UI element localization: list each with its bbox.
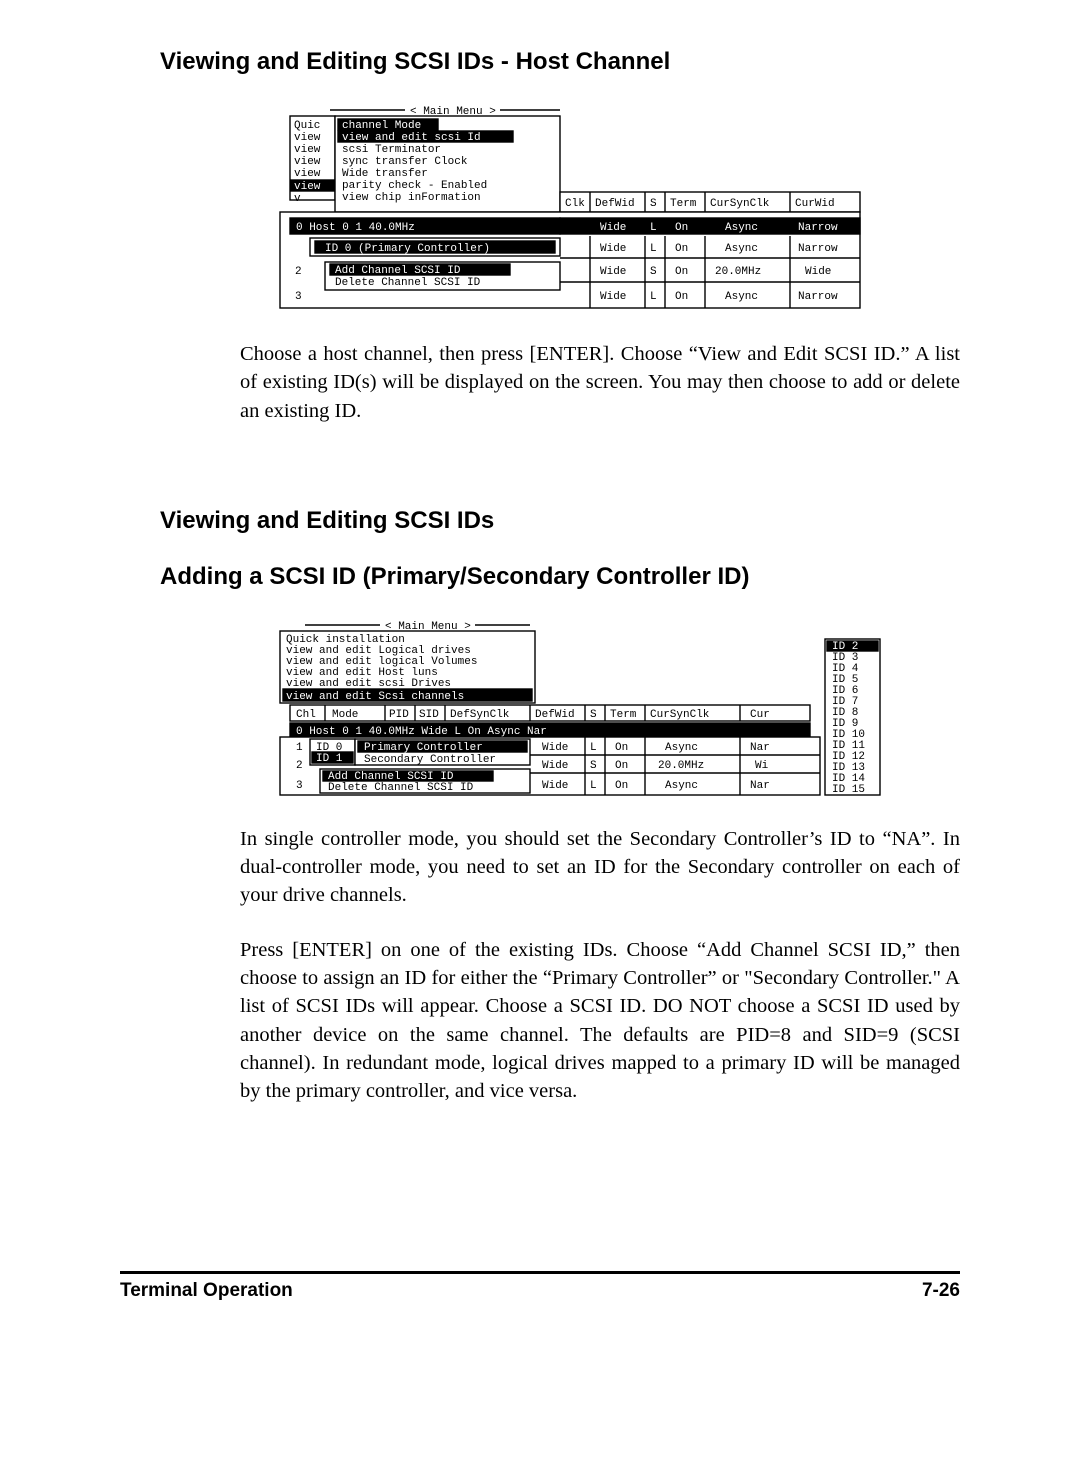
page-footer: Terminal Operation 7-26	[120, 1271, 960, 1302]
svg-text:On: On	[675, 222, 688, 234]
svg-text:On: On	[615, 780, 628, 792]
svg-text:CurWid: CurWid	[795, 198, 835, 210]
svg-text:Async: Async	[665, 742, 698, 754]
heading-add-scsi-id: Adding a SCSI ID (Primary/Secondary Cont…	[160, 563, 960, 591]
svg-text:On: On	[675, 291, 688, 303]
svg-text:Add Channel SCSI ID: Add Channel SCSI ID	[335, 265, 461, 277]
svg-text:L: L	[650, 222, 657, 234]
svg-text:L: L	[590, 742, 597, 754]
svg-text:S: S	[590, 709, 597, 721]
svg-text:view: view	[294, 132, 321, 144]
svg-text:Quic: Quic	[294, 120, 320, 132]
svg-text:view: view	[294, 181, 321, 193]
paragraph-2: In single controller mode, you should se…	[240, 825, 960, 910]
svg-text:On: On	[615, 742, 628, 754]
svg-text:view: view	[294, 144, 321, 156]
svg-text:Wide: Wide	[600, 266, 626, 278]
svg-text:Secondary Controller: Secondary Controller	[364, 754, 496, 766]
svg-text:Wide: Wide	[600, 243, 626, 255]
svg-text:CurSynClk: CurSynClk	[710, 198, 770, 210]
svg-text:Wi: Wi	[755, 760, 769, 772]
svg-text:Wide: Wide	[542, 760, 568, 772]
svg-text:Async: Async	[725, 291, 758, 303]
svg-text:parity check - Enabled: parity check - Enabled	[342, 180, 487, 192]
svg-text:Chl: Chl	[296, 709, 316, 721]
heading-view-edit: Viewing and Editing SCSI IDs	[160, 507, 960, 535]
svg-text:v: v	[294, 193, 301, 205]
svg-text:view: view	[294, 168, 321, 180]
svg-text:channel Mode: channel Mode	[342, 120, 421, 132]
svg-text:ID 0 (Primary Controller): ID 0 (Primary Controller)	[325, 243, 490, 255]
svg-text:DefSynClk: DefSynClk	[450, 709, 510, 721]
footer-left: Terminal Operation	[120, 1280, 293, 1302]
paragraph-3: Press [ENTER] on one of the existing IDs…	[240, 936, 960, 1106]
svg-text:ID 15: ID 15	[832, 784, 865, 796]
svg-text:Delete Channel SCSI ID: Delete Channel SCSI ID	[335, 277, 481, 289]
terminal-screenshot-2: < Main Menu > Quick installation view an…	[250, 619, 890, 799]
svg-text:DefWid: DefWid	[535, 709, 575, 721]
svg-text:Wide: Wide	[600, 222, 626, 234]
svg-text:Wide: Wide	[805, 266, 831, 278]
svg-text:sync transfer Clock: sync transfer Clock	[342, 156, 468, 168]
svg-text:PID: PID	[389, 709, 409, 721]
svg-text:S: S	[590, 760, 597, 772]
svg-text:Narrow: Narrow	[798, 243, 838, 255]
svg-text:Cur: Cur	[750, 709, 770, 721]
svg-text:1: 1	[296, 742, 303, 754]
svg-text:CurSynClk: CurSynClk	[650, 709, 710, 721]
svg-text:Delete Channel SCSI ID: Delete Channel SCSI ID	[328, 782, 474, 794]
svg-text:S: S	[650, 198, 657, 210]
svg-text:On: On	[675, 266, 688, 278]
svg-text:L: L	[650, 291, 657, 303]
svg-text:Async: Async	[665, 780, 698, 792]
svg-text:Term: Term	[670, 198, 697, 210]
footer-right: 7-26	[922, 1280, 960, 1302]
svg-text:Wide: Wide	[542, 780, 568, 792]
svg-text:view: view	[294, 156, 321, 168]
paragraph-1: Choose a host channel, then press [ENTER…	[240, 340, 960, 425]
svg-text:0 Host 0 1 40.0MHz: 0 Host 0 1 40.0MHz	[296, 222, 415, 234]
svg-text:view chip inFormation: view chip inFormation	[342, 192, 481, 204]
svg-text:Nar: Nar	[750, 742, 770, 754]
svg-text:SID: SID	[419, 709, 439, 721]
svg-text:0 Host 0 1 40.0MHz: 0 Host 0 1 40.0MHz Wide L On Async Nar	[296, 726, 547, 738]
svg-text:DefWid: DefWid	[595, 198, 635, 210]
svg-text:3: 3	[296, 780, 303, 792]
svg-text:20.0MHz: 20.0MHz	[658, 760, 704, 772]
svg-text:view and edit Scsi channels: view and edit Scsi channels	[286, 691, 464, 703]
svg-text:Async: Async	[725, 222, 758, 234]
svg-text:Wide transfer: Wide transfer	[342, 168, 428, 180]
svg-text:view and edit scsi Id: view and edit scsi Id	[342, 132, 481, 144]
svg-text:3: 3	[295, 291, 302, 303]
svg-text:L: L	[650, 243, 657, 255]
svg-text:Clk: Clk	[565, 198, 585, 210]
svg-text:Narrow: Narrow	[798, 291, 838, 303]
svg-text:Mode: Mode	[332, 709, 358, 721]
svg-text:Wide: Wide	[600, 291, 626, 303]
svg-text:20.0MHz: 20.0MHz	[715, 266, 761, 278]
svg-text:Wide: Wide	[542, 742, 568, 754]
svg-text:L: L	[590, 780, 597, 792]
svg-text:S: S	[650, 266, 657, 278]
svg-text:ID 1: ID 1	[316, 753, 343, 765]
svg-text:view and edit scsi Drives: view and edit scsi Drives	[286, 678, 451, 690]
svg-text:On: On	[615, 760, 628, 772]
svg-text:2: 2	[295, 266, 302, 278]
heading-host-channel: Viewing and Editing SCSI IDs - Host Chan…	[160, 48, 960, 76]
svg-text:Narrow: Narrow	[798, 222, 838, 234]
svg-text:Async: Async	[725, 243, 758, 255]
svg-text:Nar: Nar	[750, 780, 770, 792]
svg-text:Term: Term	[610, 709, 637, 721]
svg-text:2: 2	[296, 760, 303, 772]
svg-text:Primary Controller: Primary Controller	[364, 742, 483, 754]
svg-text:scsi Terminator: scsi Terminator	[342, 144, 441, 156]
svg-text:On: On	[675, 243, 688, 255]
terminal-screenshot-1: < Main Menu > Quic view view view view v…	[250, 104, 870, 314]
